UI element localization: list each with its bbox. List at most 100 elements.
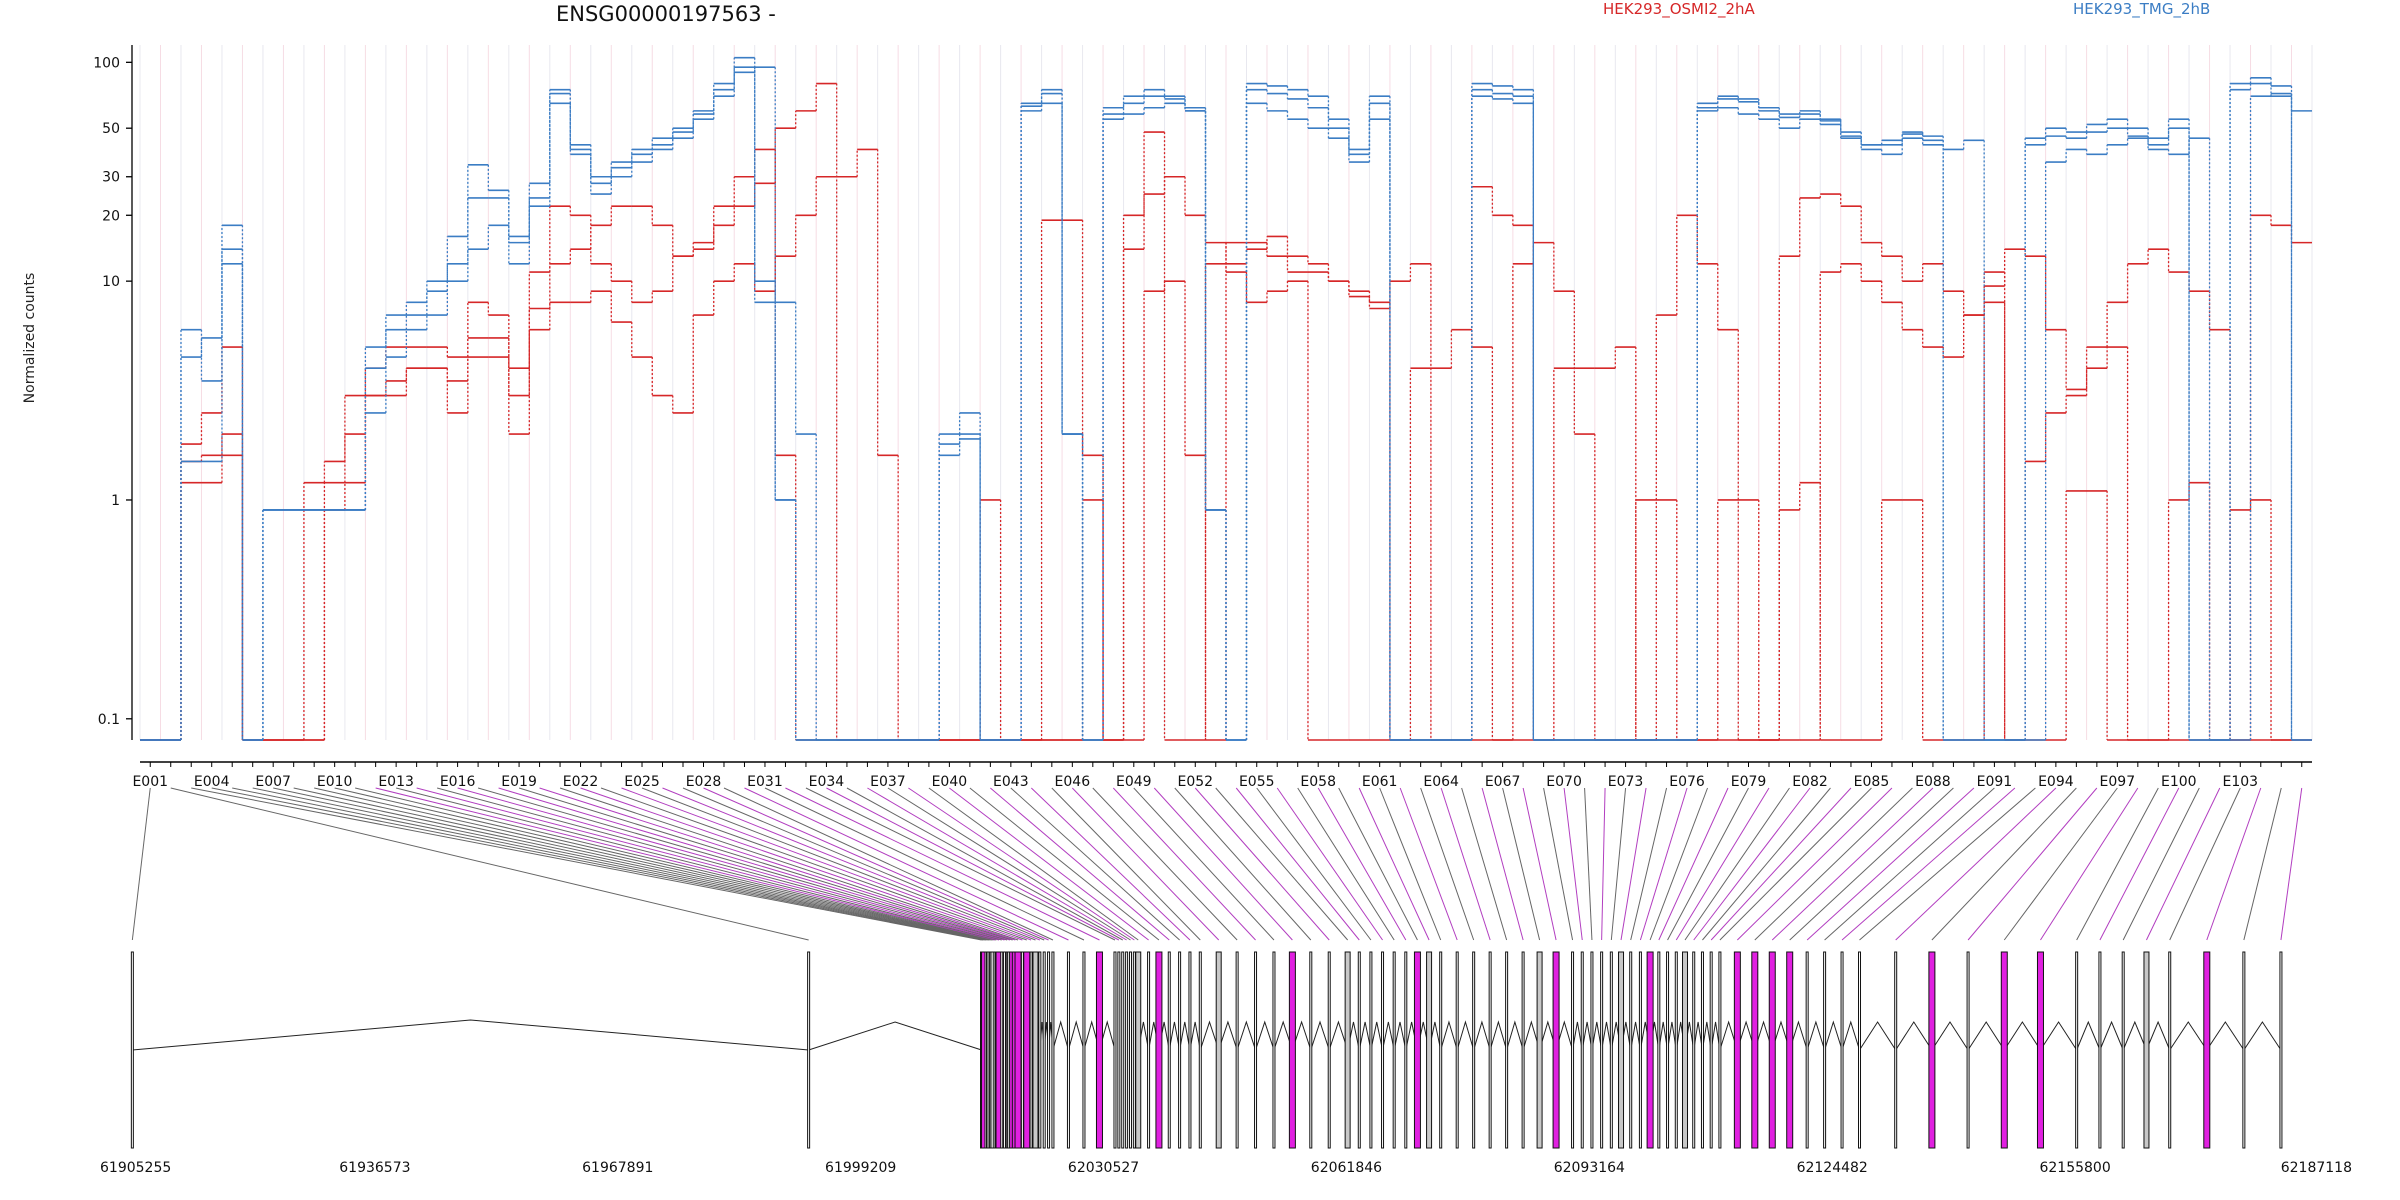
exon-connector	[1358, 787, 1430, 941]
exon-connector	[867, 787, 1127, 941]
exon-connector	[355, 787, 994, 941]
intron-line	[1931, 1021, 1969, 1051]
exon-connector	[2122, 787, 2200, 941]
intron-line	[1067, 1020, 1085, 1051]
exon-connector	[273, 787, 988, 941]
exon-block	[1609, 951, 1613, 1149]
exon-connector	[1649, 787, 1708, 941]
genomic-tick-label: 61967891	[582, 1160, 653, 1176]
exon-block	[1536, 951, 1543, 1149]
exon-connector	[826, 787, 1120, 941]
exon-block	[1344, 951, 1351, 1149]
exon-connector	[1338, 787, 1418, 941]
exon-block	[1666, 951, 1670, 1149]
exon-block	[1392, 951, 1396, 1149]
intron-line	[1630, 1021, 1641, 1051]
exon-connector	[2003, 787, 2118, 941]
intron-line	[1806, 1020, 1826, 1051]
exon-connector	[1112, 787, 1256, 941]
exon-block	[2098, 951, 2102, 1149]
exon-tick-label: E055	[1239, 774, 1275, 790]
exon-block	[1047, 951, 1051, 1149]
exon-connector	[1215, 787, 1349, 941]
intron-line	[2003, 1021, 2041, 1051]
intron-line	[1506, 1020, 1524, 1051]
exon-block	[1840, 951, 1844, 1149]
intron-line	[1440, 1020, 1458, 1051]
exon-connector	[1174, 787, 1312, 941]
exon-block	[1082, 951, 1086, 1149]
exon-connector	[1235, 787, 1360, 941]
intron-line	[1489, 1020, 1508, 1051]
exon-connector	[744, 787, 1069, 941]
exon-tick-label: E004	[194, 774, 230, 790]
exon-connector	[1931, 787, 2077, 941]
exon-connector	[928, 787, 1139, 941]
genomic-tick-label: 62030527	[1068, 1160, 1139, 1176]
chart-title: ENSG00000197563 -	[556, 2, 776, 26]
exon-tick-label: E100	[2161, 774, 2197, 790]
exon-tick-label: E034	[809, 774, 845, 790]
y-tick-label: 1	[111, 493, 120, 509]
exon-connector	[1317, 787, 1407, 941]
exon-connector	[1584, 787, 1593, 941]
exon-block	[807, 951, 811, 1149]
exon-tick-label: E037	[870, 774, 906, 790]
exon-connector	[1194, 787, 1330, 941]
exon-tick-label: E049	[1116, 774, 1152, 790]
intron-line	[2243, 1021, 2282, 1051]
exon-block	[1357, 951, 1361, 1149]
exon-block	[1121, 951, 1125, 1149]
intron-line	[1841, 1020, 1860, 1051]
exon-connector	[908, 787, 1135, 941]
exon-block	[1709, 951, 1713, 1149]
exon-block	[1718, 951, 1722, 1149]
exon-block	[1404, 951, 1408, 1149]
exon-connector	[2206, 787, 2262, 941]
exon-connector	[416, 787, 1000, 941]
exon-tick-label: E028	[686, 774, 722, 790]
exon-block	[1600, 951, 1604, 1149]
exon-block	[1198, 951, 1202, 1149]
exon-block	[1455, 951, 1459, 1149]
intron-line	[1824, 1020, 1843, 1051]
exon-tick-label: E025	[624, 774, 660, 790]
exon-block	[1125, 951, 1129, 1149]
exon-block	[1095, 951, 1103, 1149]
intron-line	[2206, 1021, 2245, 1051]
exon-connector	[1841, 787, 2016, 941]
exon-connector	[518, 787, 1013, 941]
exon-connector	[990, 787, 1170, 941]
exon-tick-label: E097	[2100, 774, 2136, 790]
exon-block	[1823, 951, 1827, 1149]
exon-tick-label: E007	[255, 774, 291, 790]
exon-block	[130, 951, 134, 1149]
exon-block	[1805, 951, 1809, 1149]
exon-block	[1472, 951, 1476, 1149]
exon-connector	[1133, 787, 1275, 941]
intron-line	[2099, 1020, 2124, 1051]
y-tick-label: 10	[102, 274, 120, 290]
exon-block	[1700, 951, 1704, 1149]
intron-line	[1456, 1020, 1475, 1051]
exon-block	[1188, 951, 1192, 1149]
exon-block	[2000, 951, 2008, 1149]
exon-tick-label: E061	[1362, 774, 1398, 790]
exon-connector	[1399, 787, 1458, 941]
exon-tick-label: E052	[1177, 774, 1213, 790]
exon-block	[1521, 951, 1525, 1149]
exon-connector	[1601, 787, 1606, 941]
exon-connector	[1719, 787, 1872, 941]
intron-line	[1601, 1021, 1612, 1051]
exon-tick-label: E016	[440, 774, 476, 790]
exon-block	[1413, 951, 1421, 1149]
exon-block	[1646, 951, 1654, 1149]
exon-connector	[396, 787, 997, 941]
genomic-tick-label: 62155800	[2039, 1160, 2110, 1176]
exon-block	[1155, 951, 1163, 1149]
exon-connector	[1620, 787, 1647, 941]
intron-line	[1218, 1020, 1238, 1051]
exon-connector	[232, 787, 985, 941]
exon-connector	[1754, 787, 1913, 941]
exon-connector	[1967, 787, 2098, 941]
